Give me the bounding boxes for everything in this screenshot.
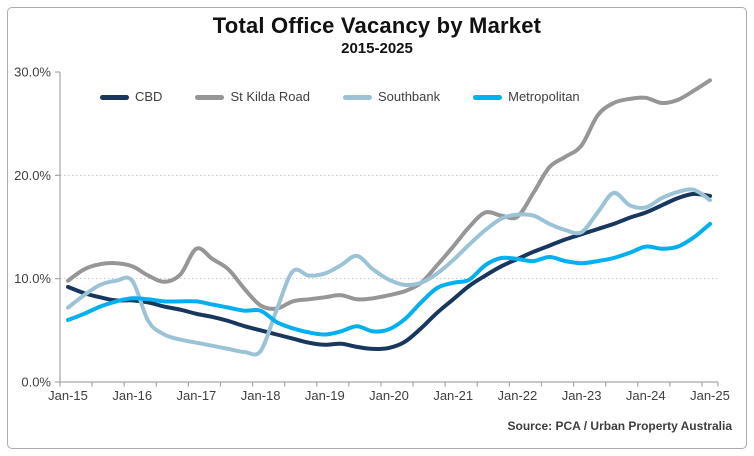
y-axis-tick-label: 20.0% (14, 168, 51, 183)
y-axis-tick-label: 10.0% (14, 271, 51, 286)
x-axis-tick-label: Jan-20 (369, 388, 409, 403)
series-line-cbd (66, 191, 712, 351)
x-axis-tick-label: Jan-24 (626, 388, 666, 403)
y-axis-tick-label: 30.0% (14, 65, 51, 80)
legend-label-southbank: Southbank (377, 89, 441, 104)
y-axis-tick-label: 0.0% (21, 375, 51, 390)
legend-item-metropolitan: Metropolitan (473, 89, 580, 105)
series-line-southbank (66, 187, 712, 357)
chart-subtitle: 2015-2025 (341, 40, 413, 57)
legend-swatch-metropolitan (473, 94, 503, 100)
x-axis-tick-label: Jan-22 (498, 388, 538, 403)
x-axis-tick-label: Jan-15 (48, 388, 88, 403)
x-axis-tick-label: Jan-25 (690, 388, 730, 403)
legend-item-st-kilda-road: St Kilda Road (195, 89, 310, 105)
legend-label-st-kilda-road: St Kilda Road (230, 89, 310, 104)
x-axis-tick-label: Jan-18 (241, 388, 281, 403)
legend-label-metropolitan: Metropolitan (508, 89, 580, 104)
legend-item-cbd: CBD (100, 89, 162, 105)
x-axis-tick-label: Jan-21 (433, 388, 473, 403)
x-axis-tick-label: Jan-23 (562, 388, 602, 403)
chart-frame (7, 7, 747, 449)
legend-swatch-st-kilda-road (195, 94, 225, 100)
series-line-metropolitan (66, 221, 712, 337)
x-axis-tick-label: Jan-19 (305, 388, 345, 403)
legend-label-cbd: CBD (135, 89, 163, 104)
series-line-st-kilda-road (66, 78, 712, 311)
chart-legend: CBD St Kilda Road Southbank Metropolitan (100, 89, 613, 105)
x-axis-tick-label: Jan-17 (177, 388, 217, 403)
legend-swatch-southbank (342, 94, 372, 100)
x-axis-tick-label: Jan-16 (112, 388, 152, 403)
source-note: Source: PCA / Urban Property Australia (507, 419, 733, 433)
legend-swatch-cbd (100, 94, 129, 100)
legend-item-southbank: Southbank (342, 89, 441, 105)
chart-title: Total Office Vacancy by Market (212, 13, 542, 38)
